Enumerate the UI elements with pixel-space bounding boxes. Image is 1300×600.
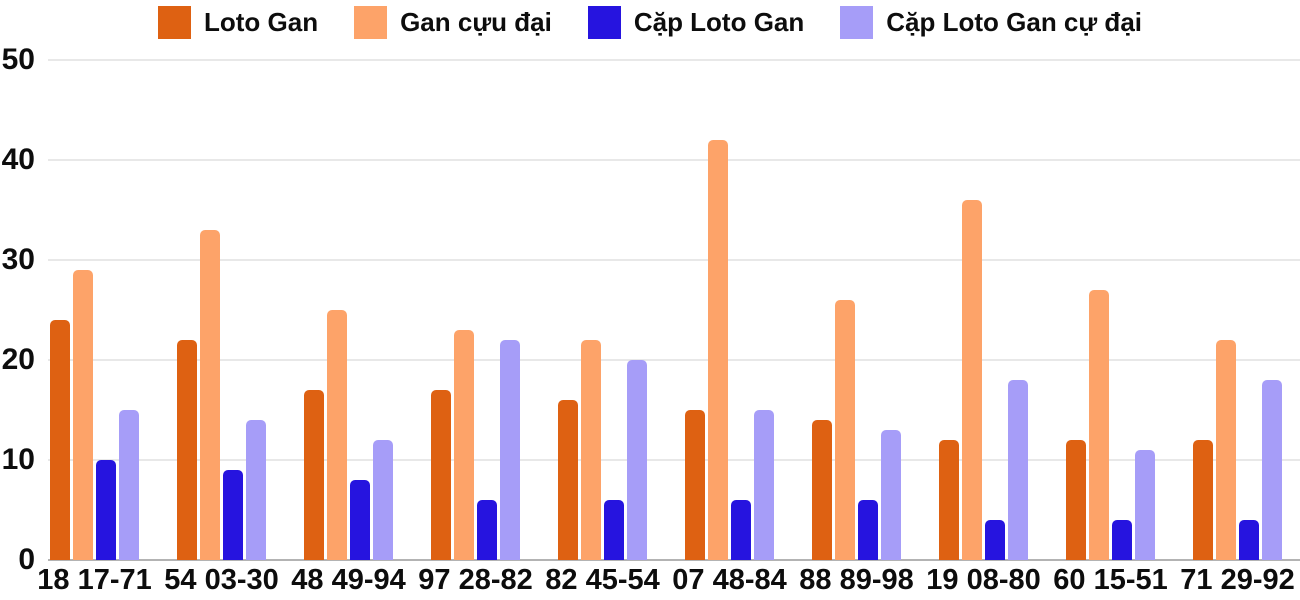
bar-group-7: 19 08-80 [926, 60, 1041, 595]
x-tick-label-4: 82 45-54 [545, 564, 660, 596]
bar-series1-cat9 [1216, 340, 1236, 560]
bar-series2-cat8 [1112, 520, 1132, 560]
x-tick-label-0: 18 17-71 [37, 564, 152, 596]
bar-group-6: 88 89-98 [799, 60, 914, 595]
legend-label: Loto Gan [203, 7, 319, 37]
y-tick-label-10: 10 [1, 443, 35, 476]
bar-series0-cat8 [1066, 440, 1086, 560]
x-tick-label-9: 71 29-92 [1180, 564, 1295, 596]
legend-swatch-icon [587, 6, 621, 39]
bar-series0-cat2 [304, 390, 324, 560]
y-tick-label-20: 20 [1, 343, 35, 376]
bar-series3-cat4 [627, 360, 647, 560]
legend-item-1[interactable]: Gan cựu đại [354, 6, 552, 39]
bar-series3-cat8 [1135, 450, 1155, 560]
legend-item-3[interactable]: Cặp Loto Gan cự đại [840, 6, 1142, 39]
bar-series1-cat0 [73, 270, 93, 560]
bar-series1-cat7 [962, 200, 982, 560]
x-tick-label-3: 97 28-82 [418, 564, 533, 596]
legend-item-2[interactable]: Cặp Loto Gan [587, 6, 805, 39]
bar-group-5: 07 48-84 [672, 60, 787, 595]
bar-series2-cat6 [858, 500, 878, 560]
bar-series2-cat2 [350, 480, 370, 560]
legend-item-0[interactable]: Loto Gan [157, 6, 319, 39]
bar-series3-cat9 [1262, 380, 1282, 560]
bar-series3-cat0 [119, 410, 139, 560]
bar-series2-cat0 [96, 460, 116, 560]
bar-series2-cat7 [985, 520, 1005, 560]
bar-series3-cat2 [373, 440, 393, 560]
bar-series0-cat1 [177, 340, 197, 560]
x-tick-label-8: 60 15-51 [1053, 564, 1168, 596]
gridline-50 [48, 59, 1300, 61]
y-tick-label-50: 50 [1, 43, 35, 76]
legend-label: Cặp Loto Gan [633, 7, 805, 37]
bar-group-3: 97 28-82 [418, 60, 533, 595]
legend-label: Gan cựu đại [400, 7, 552, 37]
bar-series0-cat9 [1193, 440, 1213, 560]
bar-series3-cat5 [754, 410, 774, 560]
x-tick-label-6: 88 89-98 [799, 564, 914, 596]
bar-series3-cat3 [500, 340, 520, 560]
bar-series1-cat2 [327, 310, 347, 560]
bar-series0-cat7 [939, 440, 959, 560]
bar-series3-cat6 [881, 430, 901, 560]
gridline-40 [48, 159, 1300, 161]
bar-series1-cat8 [1089, 290, 1109, 560]
bar-group-8: 60 15-51 [1053, 60, 1168, 595]
bar-series2-cat3 [477, 500, 497, 560]
y-tick-label-40: 40 [1, 143, 35, 176]
bar-series2-cat9 [1239, 520, 1259, 560]
bar-series0-cat0 [50, 320, 70, 560]
bar-group-9: 71 29-92 [1180, 60, 1295, 595]
x-tick-label-2: 48 49-94 [291, 564, 406, 596]
bar-series3-cat1 [246, 420, 266, 560]
bar-series1-cat5 [708, 140, 728, 560]
y-axis-labels: 0 10 20 30 40 50 [0, 45, 40, 575]
gridline-30 [48, 259, 1300, 261]
bar-series1-cat4 [581, 340, 601, 560]
bar-group-0: 18 17-71 [37, 60, 152, 595]
bar-series2-cat5 [731, 500, 751, 560]
y-tick-label-30: 30 [1, 243, 35, 276]
bar-series3-cat7 [1008, 380, 1028, 560]
x-tick-label-5: 07 48-84 [672, 564, 787, 596]
chart-legend: Loto Gan Gan cựu đại Cặp Loto Gan Cặp Loto … [0, 6, 1300, 39]
gridline-20 [48, 359, 1300, 361]
bar-series2-cat4 [604, 500, 624, 560]
gridlines-layer [48, 59, 1300, 561]
legend-swatch-icon [354, 6, 388, 39]
bars-layer: 18 17-71 54 03-30 48 49-94 97 28-82 82 45-54… [37, 60, 1295, 595]
x-tick-label-7: 19 08-80 [926, 564, 1041, 596]
bar-group-2: 48 49-94 [291, 60, 406, 595]
x-axis-line [48, 559, 1300, 561]
bar-series0-cat6 [812, 420, 832, 560]
legend-swatch-icon [157, 6, 191, 39]
bar-group-1: 54 03-30 [164, 60, 279, 595]
bar-series0-cat5 [685, 410, 705, 560]
gridline-10 [48, 459, 1300, 461]
bar-series0-cat4 [558, 400, 578, 560]
x-tick-label-1: 54 03-30 [164, 564, 279, 596]
bar-series1-cat3 [454, 330, 474, 560]
bar-series1-cat6 [835, 300, 855, 560]
bar-group-4: 82 45-54 [545, 60, 660, 595]
y-tick-label-0: 0 [18, 543, 35, 576]
bar-series1-cat1 [200, 230, 220, 560]
legend-label: Cặp Loto Gan cự đại [886, 7, 1142, 37]
bar-series0-cat3 [431, 390, 451, 560]
bar-series2-cat1 [223, 470, 243, 560]
legend-swatch-icon [840, 6, 874, 39]
